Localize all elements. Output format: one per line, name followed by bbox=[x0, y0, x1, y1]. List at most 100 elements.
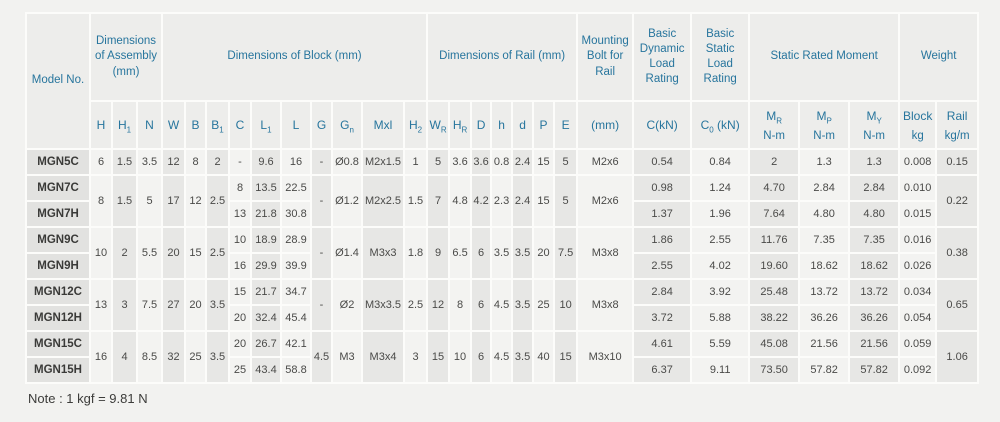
cell-C: 25 bbox=[230, 358, 250, 382]
cell-E: 5 bbox=[555, 150, 577, 174]
cell-N: 5 bbox=[138, 176, 161, 226]
column-group-model-no: Model No. bbox=[27, 14, 89, 148]
cell-D: 6 bbox=[472, 228, 491, 278]
cell-B: 25 bbox=[186, 332, 205, 382]
cell-L1: 29.9 bbox=[252, 254, 280, 278]
cell-h: 3.5 bbox=[492, 228, 512, 278]
cell-E: 5 bbox=[555, 176, 577, 226]
cell-Gn: Ø0.8 bbox=[333, 150, 361, 174]
column-symbol: (mm) bbox=[591, 118, 620, 132]
cell-E: 10 bbox=[555, 280, 577, 330]
column-header-B1: B1 bbox=[207, 102, 228, 148]
table-row: MGN15C 16 4 8.5 32 25 3.5 20 26.7 42.1 4.5 M3 M3x4 3 1… bbox=[27, 332, 978, 382]
column-symbol: M bbox=[766, 108, 777, 123]
cell-L: 30.8 bbox=[282, 202, 310, 226]
column-header-WR: WR bbox=[428, 102, 449, 148]
cell-h: 4.5 bbox=[492, 332, 512, 382]
cell-Gn: Ø1.2 bbox=[333, 176, 361, 226]
cell-C-kN: 0.98 bbox=[634, 176, 691, 200]
cell-d: 2.4 bbox=[513, 150, 533, 174]
cell-Mxl: M3x3 bbox=[363, 228, 403, 278]
column-symbol: G bbox=[340, 118, 350, 132]
column-header-h: h bbox=[492, 102, 512, 148]
cell-H1: 4 bbox=[113, 332, 136, 382]
column-header-N: N bbox=[138, 102, 161, 148]
cell-L: 45.4 bbox=[282, 306, 310, 330]
cell-G: 4.5 bbox=[312, 332, 331, 382]
model-cell: MGN9H bbox=[27, 254, 89, 278]
cell-d: 2.4 bbox=[513, 176, 533, 226]
cell-MY: 18.62 bbox=[850, 254, 899, 278]
cell-L: 28.9 bbox=[282, 228, 310, 252]
column-header-W: W bbox=[163, 102, 184, 148]
column-header-weight-block: Block kg bbox=[900, 102, 936, 148]
cell-weight-block: 0.092 bbox=[900, 358, 936, 382]
cell-MP: 2.84 bbox=[800, 176, 849, 200]
column-header-D: D bbox=[472, 102, 491, 148]
column-group-weight: Weight bbox=[900, 14, 978, 100]
cell-weight-rail: 0.22 bbox=[937, 176, 978, 226]
cell-G: - bbox=[312, 228, 331, 278]
column-group-dynamic-load: Basic Dynamic Load Rating bbox=[634, 14, 691, 100]
column-header-d: d bbox=[513, 102, 533, 148]
cell-weight-rail: 0.15 bbox=[937, 150, 978, 174]
cell-WR: 15 bbox=[428, 332, 449, 382]
cell-C-kN: 2.84 bbox=[634, 280, 691, 304]
cell-weight-block: 0.054 bbox=[900, 306, 936, 330]
cell-HR: 3.6 bbox=[450, 150, 471, 174]
cell-weight-rail: 0.65 bbox=[937, 280, 978, 330]
cell-H1: 2 bbox=[113, 228, 136, 278]
cell-L: 58.8 bbox=[282, 358, 310, 382]
column-header-C0-kN: C0 (kN) bbox=[692, 102, 749, 148]
cell-C-kN: 2.55 bbox=[634, 254, 691, 278]
cell-B: 20 bbox=[186, 280, 205, 330]
cell-d: 3.5 bbox=[513, 332, 533, 382]
cell-WR: 7 bbox=[428, 176, 449, 226]
column-header-P: P bbox=[534, 102, 554, 148]
cell-Gn: M3 bbox=[333, 332, 361, 382]
cell-MR: 73.50 bbox=[750, 358, 799, 382]
column-symbol: N bbox=[145, 118, 154, 132]
cell-MP: 13.72 bbox=[800, 280, 849, 304]
cell-C0-kN: 1.96 bbox=[692, 202, 749, 226]
cell-P: 15 bbox=[534, 150, 554, 174]
cell-P: 25 bbox=[534, 280, 554, 330]
cell-W: 17 bbox=[163, 176, 184, 226]
column-symbol-subscript: R bbox=[440, 125, 447, 135]
column-symbol-subscript: Y bbox=[876, 115, 882, 125]
cell-C: 20 bbox=[230, 332, 250, 356]
cell-MP: 36.26 bbox=[800, 306, 849, 330]
cell-C-kN: 6.37 bbox=[634, 358, 691, 382]
cell-MR: 11.76 bbox=[750, 228, 799, 252]
column-group-static-moment: Static Rated Moment bbox=[750, 14, 899, 100]
column-group-dims-block: Dimensions of Block (mm) bbox=[163, 14, 427, 100]
cell-B1: 3.5 bbox=[207, 280, 228, 330]
column-symbol: H bbox=[117, 118, 127, 132]
cell-N: 7.5 bbox=[138, 280, 161, 330]
cell-C: - bbox=[230, 150, 250, 174]
cell-Gn: Ø1.4 bbox=[333, 228, 361, 278]
cell-L: 39.9 bbox=[282, 254, 310, 278]
cell-HR: 4.8 bbox=[450, 176, 471, 226]
cell-bolt-size: M3x10 bbox=[578, 332, 633, 382]
cell-Mxl: M3x4 bbox=[363, 332, 403, 382]
cell-H: 8 bbox=[91, 176, 111, 226]
cell-WR: 9 bbox=[428, 228, 449, 278]
cell-L1: 13.5 bbox=[252, 176, 280, 200]
cell-WR: 12 bbox=[428, 280, 449, 330]
column-symbol-subscript: n bbox=[349, 125, 354, 135]
cell-bolt-size: M3x8 bbox=[578, 280, 633, 330]
cell-H1: 1.5 bbox=[113, 176, 136, 226]
cell-H2: 3 bbox=[405, 332, 427, 382]
cell-N: 5.5 bbox=[138, 228, 161, 278]
cell-L1: 21.8 bbox=[252, 202, 280, 226]
column-symbol: M bbox=[816, 108, 827, 123]
column-symbol: H bbox=[408, 118, 418, 132]
cell-H: 16 bbox=[91, 332, 111, 382]
cell-E: 7.5 bbox=[555, 228, 577, 278]
cell-MR: 19.60 bbox=[750, 254, 799, 278]
cell-W: 12 bbox=[163, 150, 184, 174]
model-cell: MGN7C bbox=[27, 176, 89, 200]
column-group-mounting-bolt: Mounting Bolt for Rail bbox=[578, 14, 633, 100]
cell-MY: 21.56 bbox=[850, 332, 899, 356]
